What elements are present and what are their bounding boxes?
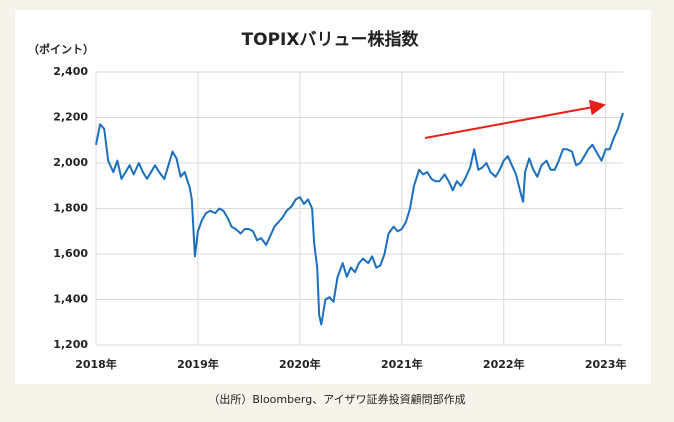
- y-axis-label: （ポイント）: [28, 42, 94, 56]
- x-tick-label: 2019年: [177, 357, 219, 371]
- x-tick-label: 2023年: [585, 357, 627, 371]
- y-tick-label: 1,600: [53, 247, 88, 260]
- y-tick-label: 1,800: [53, 202, 88, 215]
- source-note: （出所）Bloomberg、アイザワ証券投資顧問部作成: [208, 392, 465, 406]
- x-tick-label: 2021年: [381, 357, 423, 371]
- y-tick-label: 1,200: [53, 338, 88, 351]
- panel: [15, 10, 651, 384]
- chart-title: TOPIXバリュー株指数: [242, 29, 420, 50]
- y-tick-label: 2,200: [53, 111, 88, 124]
- x-tick-label: 2022年: [483, 357, 525, 371]
- trend-arrow: [424, 99, 606, 139]
- x-tick-label: 2020年: [279, 357, 321, 371]
- plot-area: 1,200 1,400 1,600 1,800 2,000 2,200 2,400 2018年…: [53, 65, 626, 371]
- y-tick-label: 2,400: [53, 65, 88, 78]
- y-tick-label: 2,000: [53, 156, 88, 169]
- x-tick-label: 2018年: [75, 357, 117, 371]
- y-tick-label: 1,400: [53, 293, 88, 306]
- index-line: [95, 112, 624, 326]
